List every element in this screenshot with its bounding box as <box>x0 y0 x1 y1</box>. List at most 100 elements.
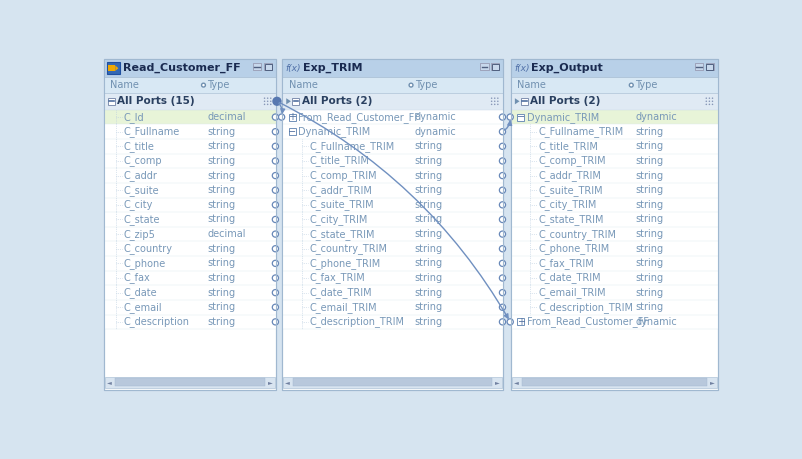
Text: decimal: decimal <box>208 229 246 239</box>
Circle shape <box>273 129 278 135</box>
Text: string: string <box>415 141 443 151</box>
Text: C_Fullname: C_Fullname <box>124 126 180 137</box>
Text: decimal: decimal <box>208 112 246 122</box>
Bar <box>511 93 718 110</box>
Text: C_date_TRIM: C_date_TRIM <box>310 287 372 298</box>
Bar <box>104 59 276 390</box>
Circle shape <box>273 231 278 237</box>
Text: C_state_TRIM: C_state_TRIM <box>538 214 604 225</box>
Text: string: string <box>635 229 663 239</box>
Circle shape <box>409 83 413 87</box>
Bar <box>104 93 276 110</box>
Bar <box>282 314 503 329</box>
Bar <box>511 285 718 300</box>
Text: C_description: C_description <box>124 316 189 327</box>
Circle shape <box>711 101 713 102</box>
Text: C_suite_TRIM: C_suite_TRIM <box>538 185 603 196</box>
Text: Exp_TRIM: Exp_TRIM <box>302 63 362 73</box>
Text: From_Read_Customer_FF: From_Read_Customer_FF <box>526 316 648 327</box>
Text: C_addr_TRIM: C_addr_TRIM <box>310 185 372 196</box>
Text: C_comp: C_comp <box>124 156 162 167</box>
Text: C_title: C_title <box>124 141 154 152</box>
Bar <box>104 271 276 285</box>
Circle shape <box>267 104 269 105</box>
Circle shape <box>267 97 269 99</box>
Text: ◄: ◄ <box>286 380 290 385</box>
Bar <box>104 59 276 390</box>
Text: string: string <box>415 244 443 254</box>
Text: C_city_TRIM: C_city_TRIM <box>538 199 597 210</box>
Circle shape <box>273 246 278 252</box>
Text: string: string <box>635 141 663 151</box>
Bar <box>511 59 718 390</box>
Circle shape <box>497 101 499 102</box>
Bar <box>282 168 503 183</box>
Bar <box>115 379 265 386</box>
Polygon shape <box>286 98 291 104</box>
Text: string: string <box>208 200 236 210</box>
Bar <box>706 63 714 71</box>
Circle shape <box>267 101 269 102</box>
Bar <box>282 241 503 256</box>
Bar <box>511 300 718 314</box>
Text: string: string <box>415 229 443 239</box>
Bar <box>511 314 718 329</box>
Text: dynamic: dynamic <box>415 112 456 122</box>
Text: C_description_TRIM: C_description_TRIM <box>538 302 633 313</box>
Bar <box>282 139 503 154</box>
Text: string: string <box>415 302 443 312</box>
Bar <box>282 110 503 124</box>
Bar <box>282 183 503 197</box>
Bar <box>104 168 276 183</box>
Text: ◄: ◄ <box>107 380 112 385</box>
Bar <box>282 285 503 300</box>
Circle shape <box>273 187 278 193</box>
Text: string: string <box>635 288 663 297</box>
Bar <box>511 212 718 227</box>
Circle shape <box>273 143 278 150</box>
Text: C_addr_TRIM: C_addr_TRIM <box>538 170 601 181</box>
Bar <box>105 377 275 388</box>
Text: C_comp_TRIM: C_comp_TRIM <box>538 156 606 167</box>
Text: string: string <box>415 258 443 269</box>
Text: −: − <box>516 112 525 122</box>
Bar <box>511 139 718 154</box>
Bar <box>511 78 718 93</box>
Text: string: string <box>208 258 236 269</box>
Text: string: string <box>415 200 443 210</box>
Bar <box>511 241 718 256</box>
Circle shape <box>709 101 711 102</box>
Circle shape <box>273 319 278 325</box>
Text: Read_Customer_FF: Read_Customer_FF <box>124 63 241 73</box>
Bar <box>104 139 276 154</box>
Text: C_fax: C_fax <box>124 273 150 284</box>
Text: ►: ► <box>496 380 500 385</box>
Circle shape <box>273 216 278 223</box>
Circle shape <box>491 101 492 102</box>
Circle shape <box>494 101 496 102</box>
Text: Name: Name <box>111 80 140 90</box>
Text: string: string <box>208 141 236 151</box>
Bar <box>104 241 276 256</box>
Text: string: string <box>208 273 236 283</box>
Bar <box>517 319 525 325</box>
Bar <box>282 256 503 271</box>
Bar <box>104 256 276 271</box>
Bar <box>492 63 499 70</box>
Circle shape <box>500 246 505 252</box>
Bar <box>104 285 276 300</box>
Circle shape <box>706 97 707 99</box>
Text: C_email_TRIM: C_email_TRIM <box>310 302 377 313</box>
Bar <box>104 300 276 314</box>
Bar <box>512 377 717 388</box>
Bar <box>108 66 115 71</box>
Circle shape <box>500 275 505 281</box>
Text: string: string <box>635 156 663 166</box>
Text: C_date_TRIM: C_date_TRIM <box>538 273 601 284</box>
Text: string: string <box>208 214 236 224</box>
Circle shape <box>273 173 278 179</box>
Text: C_suite: C_suite <box>124 185 159 196</box>
Circle shape <box>494 104 496 105</box>
Circle shape <box>500 114 505 120</box>
Circle shape <box>500 216 505 223</box>
